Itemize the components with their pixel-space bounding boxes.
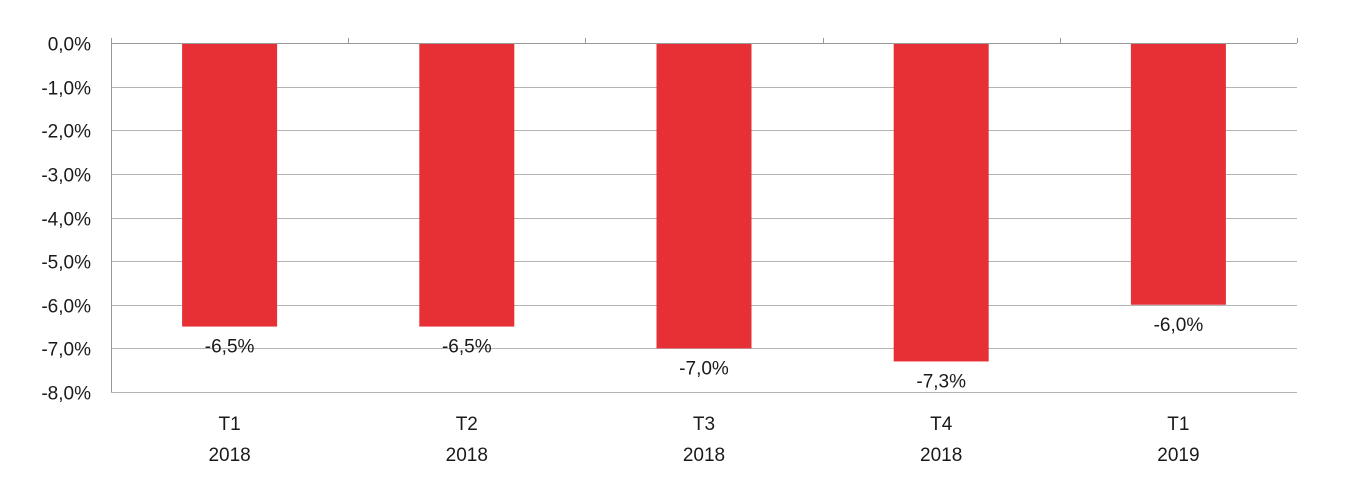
x-category-label: T1 bbox=[1167, 414, 1189, 435]
x-category-label: T1 bbox=[219, 414, 241, 435]
x-category-label: T4 bbox=[930, 414, 953, 435]
bar bbox=[1130, 43, 1226, 305]
data-label: -7,3% bbox=[916, 371, 966, 392]
y-tick-label: -7,0% bbox=[41, 340, 91, 361]
y-tick-label: -4,0% bbox=[41, 210, 91, 231]
x-category-year-label: 2019 bbox=[1157, 445, 1199, 466]
y-tick-label: -5,0% bbox=[41, 253, 91, 274]
data-label: -6,5% bbox=[205, 337, 255, 358]
bar bbox=[419, 43, 515, 327]
y-tick-label: -2,0% bbox=[41, 122, 91, 143]
data-label: -7,0% bbox=[679, 358, 729, 379]
bar-layer bbox=[182, 43, 1226, 362]
axis-layer bbox=[111, 38, 1298, 392]
x-category-label: T2 bbox=[456, 414, 478, 435]
label-layer: 0,0% -1,0% -2,0% -3,0% -4,0% -5,0% -6,0% -7,0% -… bbox=[41, 35, 1203, 467]
x-category-year-label: 2018 bbox=[683, 445, 725, 466]
x-category-year-label: 2018 bbox=[446, 445, 488, 466]
y-tick-label: -3,0% bbox=[41, 166, 91, 187]
y-tick-label: -6,0% bbox=[41, 297, 91, 318]
bar bbox=[893, 43, 989, 362]
y-tick-label: 0,0% bbox=[48, 35, 91, 56]
y-tick-label: -1,0% bbox=[41, 79, 91, 100]
bar bbox=[656, 43, 752, 349]
x-category-year-label: 2018 bbox=[208, 445, 250, 466]
data-label: -6,5% bbox=[442, 337, 492, 358]
x-category-label: T3 bbox=[693, 414, 715, 435]
data-label: -6,0% bbox=[1154, 315, 1204, 336]
x-category-year-label: 2018 bbox=[920, 445, 962, 466]
bar bbox=[182, 43, 278, 327]
y-tick-label: -8,0% bbox=[41, 384, 91, 405]
